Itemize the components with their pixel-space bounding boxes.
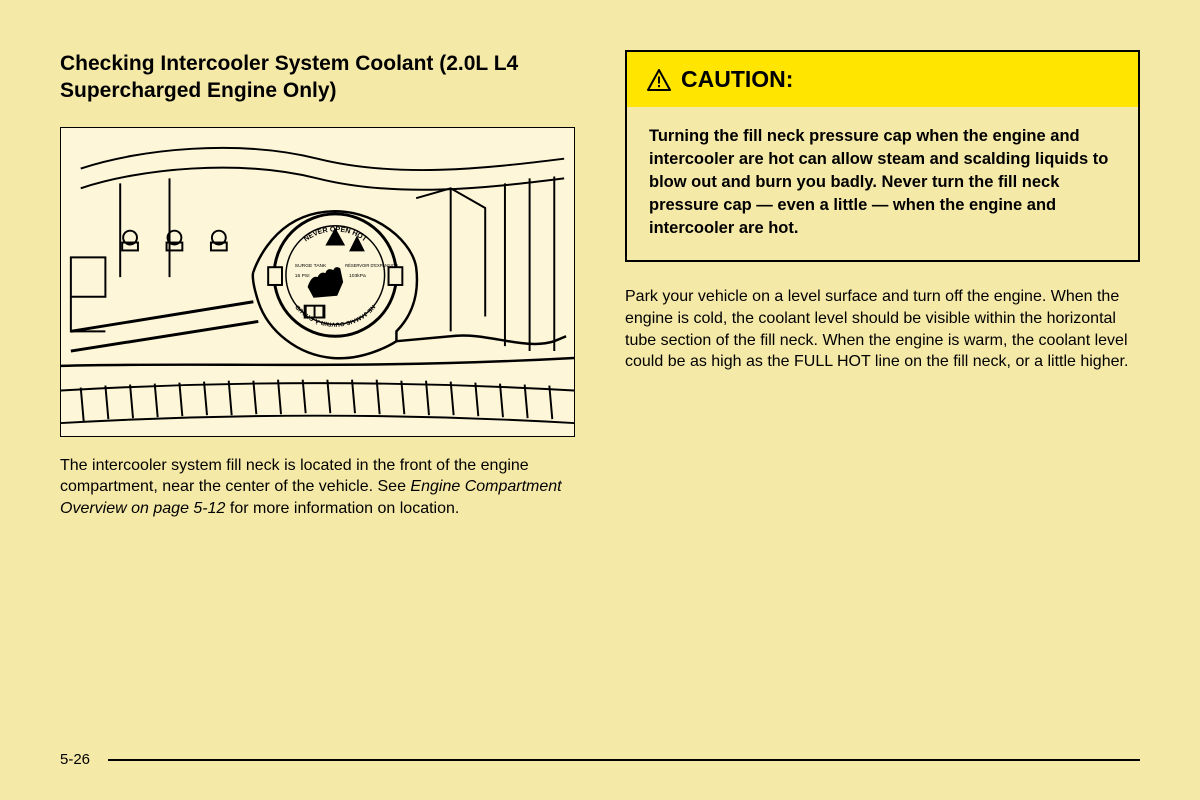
- instruction-paragraph: Park your vehicle on a level surface and…: [625, 286, 1140, 372]
- caption-post: for more information on location.: [225, 500, 459, 517]
- page-number: 5-26: [60, 751, 90, 768]
- section-heading: Checking Intercooler System Coolant (2.0…: [60, 50, 575, 105]
- warning-triangle-icon: [647, 69, 671, 91]
- cap-text-kpa: 103kPa: [349, 273, 366, 279]
- caution-body-text: Turning the fill neck pressure cap when …: [627, 107, 1138, 260]
- right-column: CAUTION: Turning the fill neck pressure …: [625, 50, 1140, 519]
- cap-text-surge: SURGE TANK: [295, 263, 327, 269]
- left-column: Checking Intercooler System Coolant (2.0…: [60, 50, 575, 519]
- cap-text-psi: 15 PSI: [295, 273, 310, 279]
- footer-rule: [108, 759, 1140, 761]
- figure-caption: The intercooler system fill neck is loca…: [60, 455, 575, 520]
- intercooler-fillneck-figure: NEVER OPEN HOT NE JAMAIS OUVRIR À CHAUD …: [60, 127, 575, 437]
- cap-text-reservoir: RÉSERVOIR D'EXPANSION: [345, 263, 398, 268]
- page-footer: 5-26: [60, 751, 1140, 768]
- caution-header: CAUTION:: [627, 52, 1138, 107]
- caution-box: CAUTION: Turning the fill neck pressure …: [625, 50, 1140, 262]
- caution-label: CAUTION:: [681, 66, 793, 93]
